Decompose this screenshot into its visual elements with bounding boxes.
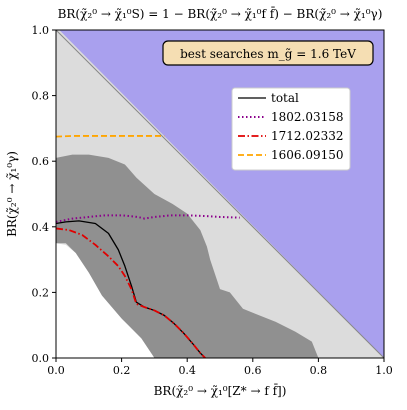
x-tick-label: 0.4 bbox=[178, 364, 196, 377]
y-tick-label: 0.8 bbox=[32, 90, 50, 103]
y-tick-label: 0.4 bbox=[32, 221, 50, 234]
y-tick-label: 0.6 bbox=[32, 155, 50, 168]
series-line-1 bbox=[56, 214, 240, 223]
x-tick-label: 0.8 bbox=[310, 364, 328, 377]
legend-label: 1802.03158 bbox=[271, 110, 344, 124]
x-tick-label: 0.2 bbox=[113, 364, 131, 377]
y-tick-label: 0.0 bbox=[32, 352, 50, 365]
region-dark bbox=[56, 154, 319, 358]
legend-box bbox=[231, 87, 351, 171]
annotation-box: best searches m_g̃ = 1.6 TeV bbox=[162, 40, 374, 66]
y-tick-label: 0.2 bbox=[32, 286, 50, 299]
legend-label: 1712.02332 bbox=[271, 129, 344, 143]
series-line-2 bbox=[56, 227, 206, 358]
diagonal-boundary bbox=[56, 30, 384, 358]
x-tick-label: 1.0 bbox=[375, 364, 393, 377]
plot-frame bbox=[55, 29, 385, 359]
legend: total 1802.03158 1712.02332 1606.09150 bbox=[231, 87, 351, 171]
series-line-3 bbox=[56, 135, 165, 138]
x-tick-label: 0.6 bbox=[244, 364, 262, 377]
y-tick-label: 1.0 bbox=[32, 24, 50, 37]
x-tick-label: 0.0 bbox=[47, 364, 65, 377]
y-axis-label: BR(χ̃₂⁰ → χ̃₁⁰γ) bbox=[5, 151, 19, 237]
x-axis-label: BR(χ̃₂⁰ → χ̃₁⁰[Z* → f f̄]) bbox=[154, 382, 287, 398]
region-white bbox=[56, 243, 155, 358]
annotation-text: best searches m_g̃ = 1.6 TeV bbox=[180, 47, 356, 61]
legend-label: total bbox=[271, 91, 299, 105]
legend-label: 1606.09150 bbox=[271, 148, 344, 162]
chart-title: BR(χ̃₂⁰ → χ̃₁⁰S) = 1 − BR(χ̃₂⁰ → χ̃₁⁰f f… bbox=[58, 5, 383, 21]
